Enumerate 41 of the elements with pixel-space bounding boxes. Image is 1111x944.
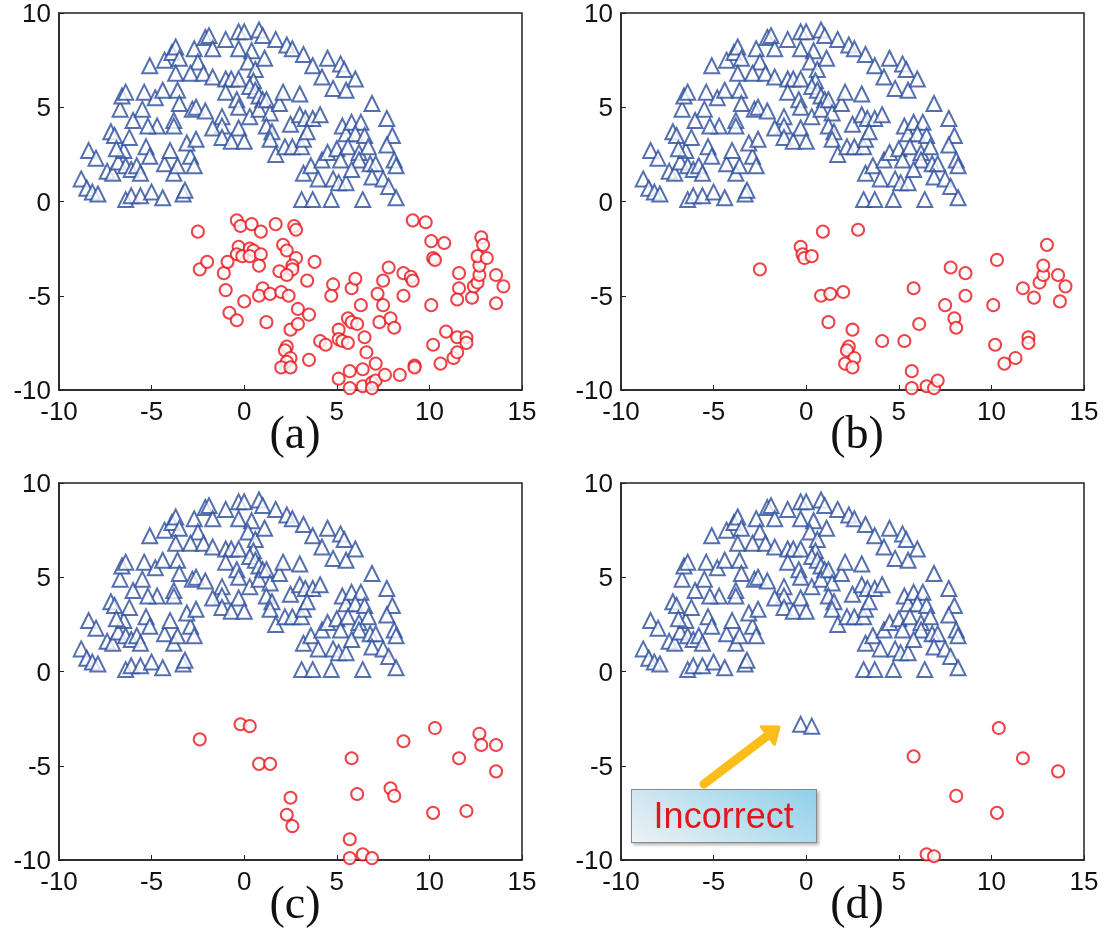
annotation: Incorrect <box>630 789 817 844</box>
x-tick-label: 0 <box>236 866 252 896</box>
y-tick-label: 0 <box>36 656 51 687</box>
x-tick-label: 10 <box>976 396 1006 426</box>
x-tick-label: 15 <box>1069 396 1099 426</box>
x-tick-label: 10 <box>414 396 444 426</box>
x-tick-label: -5 <box>702 396 726 426</box>
text: (c) <box>269 876 321 928</box>
y-tick-label: -5 <box>589 280 613 311</box>
y-tick-label: 10 <box>22 0 51 28</box>
x-tick-label: 5 <box>891 866 907 896</box>
text: (b) <box>830 406 884 458</box>
x-tick-label: 5 <box>329 396 345 426</box>
y-tick-label: -5 <box>27 750 51 781</box>
x-tick-label: 15 <box>1069 866 1099 896</box>
y-tick-label: 10 <box>584 468 613 498</box>
text: (d) <box>830 876 884 928</box>
x-tick-label: -5 <box>140 396 164 426</box>
x-tick-label: 0 <box>798 866 814 896</box>
x-tick-label: 10 <box>976 866 1006 896</box>
y-tick-label: 10 <box>584 0 613 28</box>
x-tick-label: 0 <box>236 396 252 426</box>
y-tick-label: 0 <box>36 186 51 217</box>
y-tick-label: 5 <box>36 92 51 123</box>
x-tick-label: 5 <box>329 866 345 896</box>
x-tick-label: 0 <box>798 396 814 426</box>
y-tick-label: 5 <box>36 562 51 593</box>
y-tick-label: 5 <box>598 562 613 593</box>
x-tick-label: 10 <box>414 866 444 896</box>
x-tick-label: 15 <box>507 396 537 426</box>
x-tick-label: -5 <box>140 866 164 896</box>
text: (a) <box>269 406 321 458</box>
y-tick-label: 0 <box>598 186 613 217</box>
x-tick-label: 15 <box>507 866 537 896</box>
y-tick-label: 5 <box>598 92 613 123</box>
y-tick-label: -5 <box>589 750 613 781</box>
x-tick-label: 5 <box>891 396 907 426</box>
x-tick-label: -5 <box>702 866 726 896</box>
y-tick-label: 10 <box>22 468 51 498</box>
y-tick-label: -5 <box>27 280 51 311</box>
y-tick-label: 0 <box>598 656 613 687</box>
